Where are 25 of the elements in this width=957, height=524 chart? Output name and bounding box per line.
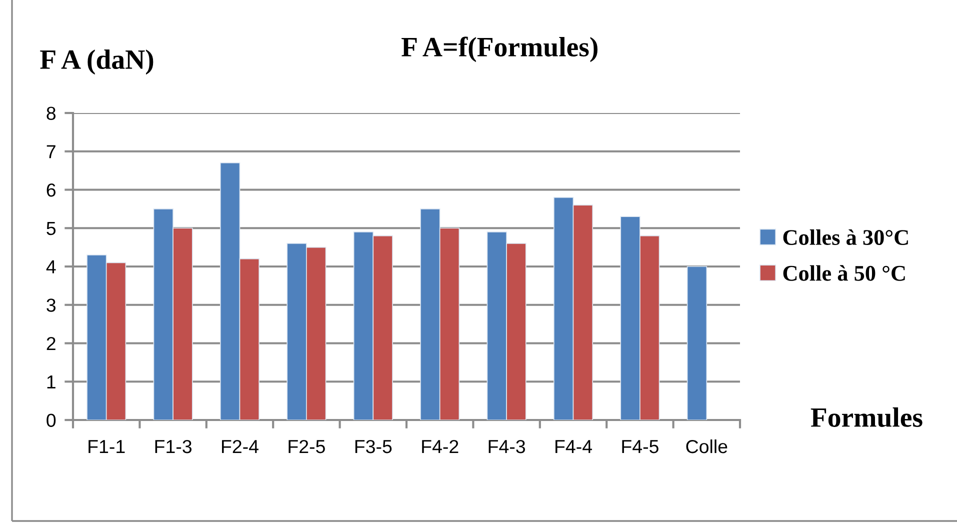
x-tick-label: F1-3 bbox=[155, 440, 192, 454]
x-tick-label: F2-4 bbox=[222, 440, 258, 454]
y-tick-label: 6 bbox=[46, 183, 56, 197]
y-tick-label: 1 bbox=[47, 376, 56, 388]
y-tick-label: 3 bbox=[46, 298, 56, 312]
y-tick-label: 2 bbox=[46, 336, 56, 350]
y-tick-label: 5 bbox=[46, 222, 56, 236]
x-tick-label: F4-4 bbox=[556, 440, 592, 454]
x-tick-label: F3-5 bbox=[355, 440, 392, 454]
y-tick-label: 4 bbox=[46, 260, 56, 274]
x-tick-label: F4-2 bbox=[422, 440, 458, 454]
bar bbox=[686, 266, 708, 420]
legend-label: Colle à 50 °C bbox=[783, 265, 905, 281]
y-axis-title: F A (daN) bbox=[40, 49, 154, 75]
y-tick-label: 0 bbox=[46, 414, 56, 427]
y-tick-label: 8 bbox=[46, 106, 56, 120]
legend-label: Colles à 30°C bbox=[783, 229, 908, 245]
x-tick-label: F2-5 bbox=[288, 440, 325, 454]
x-axis-title: Formules bbox=[810, 407, 922, 428]
x-tick-label: Colle bbox=[686, 439, 728, 454]
x-tick-label: F1-1 bbox=[88, 440, 125, 454]
chart-title: F A=f(Formules) bbox=[402, 36, 598, 62]
x-tick-label: F4-5 bbox=[622, 440, 658, 454]
y-tick-label: 7 bbox=[46, 145, 56, 158]
x-tick-label: F4-3 bbox=[488, 440, 526, 454]
